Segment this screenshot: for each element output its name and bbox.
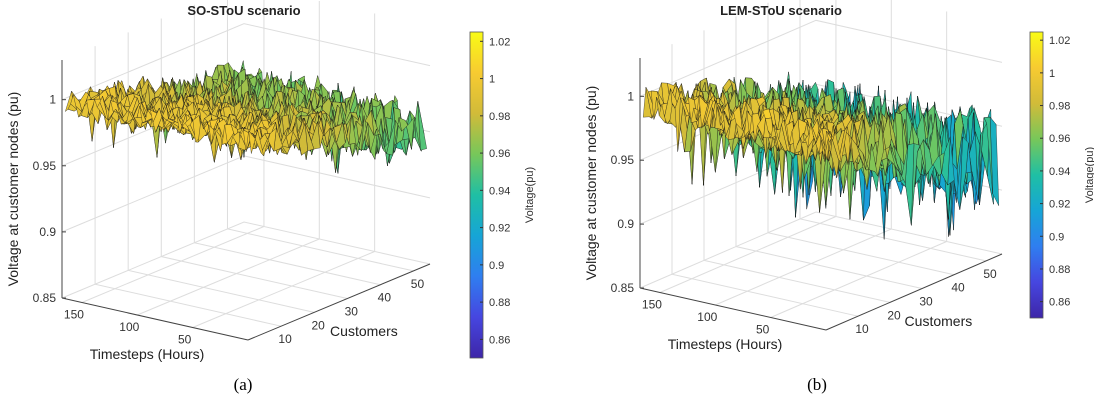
colorbar-gradient [469, 31, 484, 359]
y-tick-label: 10 [278, 332, 292, 346]
x-tick-label: 150 [642, 298, 662, 312]
z-tick-label: 0.95 [611, 153, 635, 167]
colorbar-tick-label: 1 [489, 74, 495, 86]
y-tick-label: 50 [983, 267, 997, 281]
voltage-surface [64, 60, 427, 174]
z-tick-label: 1 [49, 93, 56, 107]
z-axis-label: Voltage at customer nodes (pu) [583, 86, 599, 281]
z-tick-label: 0.85 [33, 291, 57, 305]
colorbar-tick-label: 0.94 [489, 185, 510, 197]
y-tick-label: 40 [378, 291, 392, 305]
colorbar-tick-label: 1.02 [489, 36, 510, 48]
x-tick-label: 100 [697, 310, 717, 324]
z-axis-label: Voltage at customer nodes (pu) [5, 92, 21, 287]
colorbar-tick-label: 0.98 [489, 111, 510, 123]
y-tick-label: 30 [345, 305, 359, 319]
panel-label: (b) [807, 375, 827, 394]
colorbar-tick-label: 0.9 [489, 260, 504, 272]
y-axis-line [247, 263, 431, 341]
z-tick-label: 0.85 [611, 281, 635, 295]
panel-label: (a) [234, 375, 253, 394]
colorbar-label: Voltage(pu) [524, 167, 536, 223]
colorbar-tick-label: 0.94 [1049, 166, 1070, 178]
x-axis-label: Timesteps (Hours) [90, 346, 205, 362]
colorbar-tick-label: 0.92 [1049, 199, 1070, 211]
voltage-surface [643, 71, 999, 240]
x-grid-line [81, 0, 265, 303]
z-tick-label: 1 [627, 89, 634, 103]
y-tick-label: 20 [887, 308, 901, 322]
colorbar-tick-label: 0.96 [1049, 133, 1070, 145]
colorbar-tick-label: 0.86 [489, 334, 510, 346]
y-tick-label: 20 [312, 318, 326, 332]
z-tick-label: 0.9 [617, 217, 634, 231]
y-grid-line [767, 2, 955, 276]
z-tick-label: 0.9 [39, 225, 56, 239]
surface-patch [248, 130, 258, 154]
colorbar-tick-label: 0.98 [1049, 101, 1070, 113]
y-tick-label: 10 [855, 322, 869, 336]
colorbar-gradient [1029, 31, 1044, 319]
x-tick-label: 100 [119, 320, 139, 334]
y-grid-line [94, 46, 282, 327]
colorbar-tick-label: 1 [1049, 68, 1055, 80]
y-axis-label: Customers [905, 313, 973, 329]
chart-title: LEM-SToU scenario [720, 3, 842, 18]
grid-lines [61, 0, 431, 328]
x-axis-line [61, 297, 249, 341]
colorbar-label: Voltage(pu) [1084, 147, 1094, 203]
colorbar-tick-label: 0.88 [1049, 264, 1070, 276]
z-grid-line [639, 19, 1003, 97]
y-axis-label: Customers [330, 323, 398, 339]
colorbar-tick-label: 0.9 [1049, 231, 1064, 243]
x-grid-line [770, 11, 948, 318]
colorbar-tick-label: 0.88 [489, 297, 510, 309]
chart-title: SO-SToU scenario [187, 3, 300, 18]
y-grid-line [799, 0, 987, 262]
x-grid-line [659, 0, 837, 293]
x-grid-line [715, 0, 892, 306]
z-grid-line [61, 23, 431, 101]
x-axis-label: Timesteps (Hours) [668, 336, 783, 352]
y-tick-label: 40 [951, 281, 965, 295]
colorbar: Voltage(pu) 0.86 0.88 0.9 0.92 0.94 0.96 0.98 1… [1029, 31, 1094, 319]
y-tick-label: 50 [411, 277, 425, 291]
z-tick-label: 0.95 [33, 159, 57, 173]
colorbar-tick-label: 0.96 [489, 148, 510, 160]
x-tick-label: 50 [178, 333, 192, 347]
colorbar: Voltage(pu) 0.86 0.88 0.9 0.92 0.94 0.96 0.98 1… [469, 31, 536, 359]
colorbar-tick-label: 1.02 [1049, 35, 1070, 47]
x-tick-label: 150 [64, 308, 84, 322]
z-grid-line [639, 211, 1003, 289]
colorbar-tick-label: 0.86 [1049, 297, 1070, 309]
x-tick-label: 50 [756, 323, 770, 337]
z-grid-line [61, 221, 431, 299]
y-tick-label: 30 [919, 295, 933, 309]
x-axis-line [639, 287, 827, 331]
x-grid-line [192, 13, 376, 328]
colorbar-tick-label: 0.92 [489, 223, 510, 235]
